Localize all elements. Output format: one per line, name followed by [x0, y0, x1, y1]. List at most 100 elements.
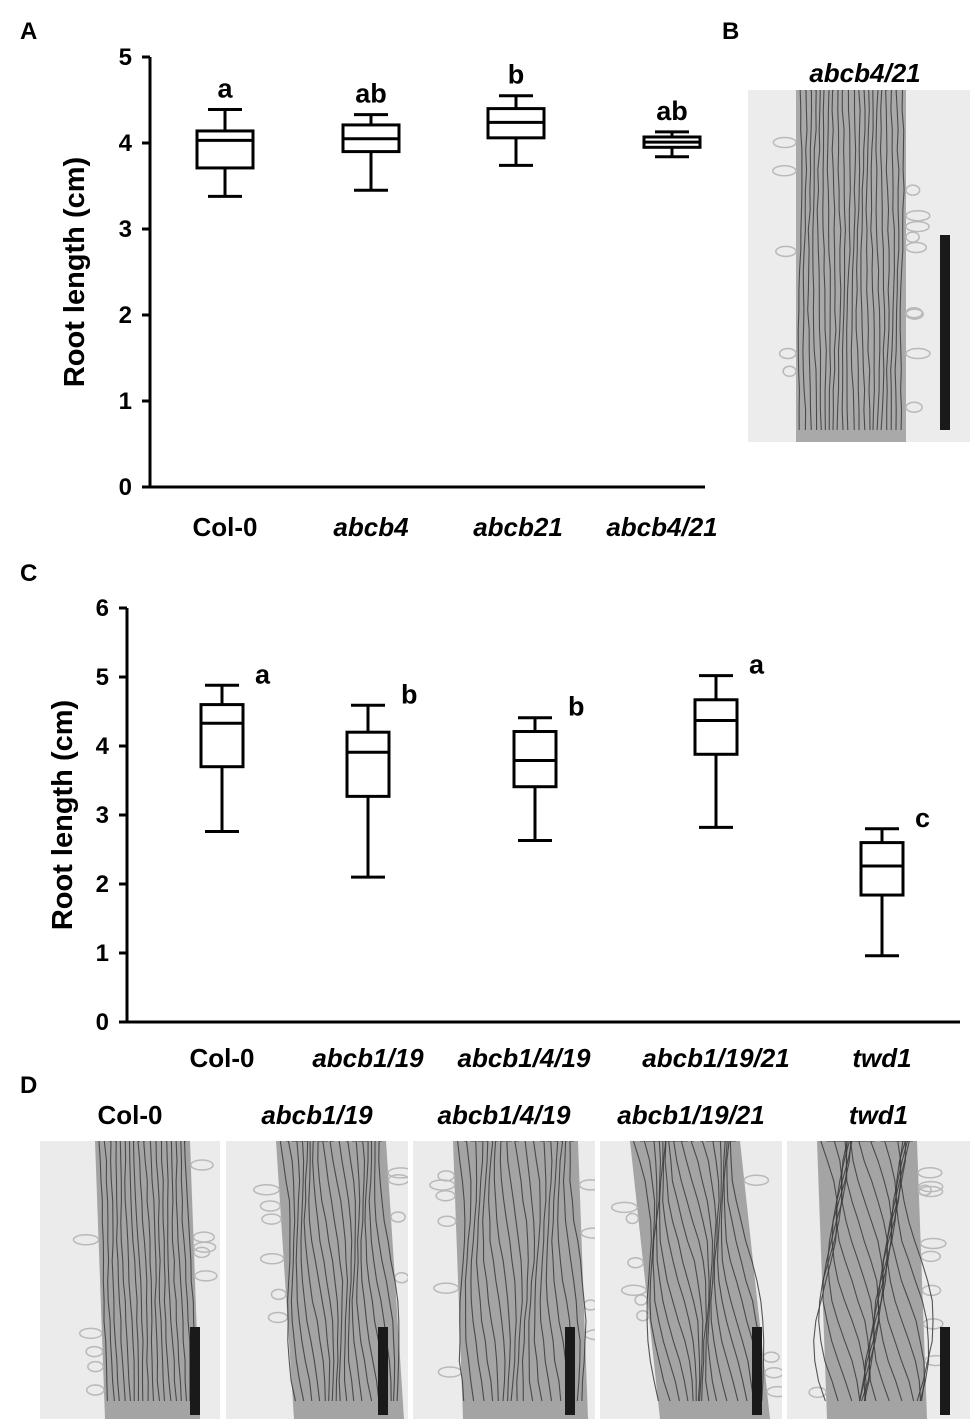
cell-file-line: [640, 1141, 671, 1402]
chart-c-box-1: [199, 683, 245, 834]
root-hair: [580, 1227, 595, 1239]
cell-file-line: [322, 1141, 344, 1402]
root-hair: [387, 1167, 408, 1179]
root-hair: [270, 1288, 287, 1301]
cell-file-line: [850, 90, 857, 431]
cell-file-line: [165, 1141, 178, 1402]
cell-file-line: [137, 1141, 149, 1402]
cell-file-line: [155, 1141, 166, 1402]
root-hair: [772, 136, 797, 149]
chart-a-box-3: [486, 94, 546, 167]
photo-d-label: abcb1/19/21: [617, 1100, 765, 1130]
cell-file-line: [292, 1141, 313, 1402]
chart-c-box-2: [345, 703, 391, 879]
root-hair: [905, 220, 930, 233]
root-tissue: [817, 1141, 927, 1419]
cell-file-line: [119, 1141, 132, 1402]
cell-file-line: [539, 1141, 553, 1402]
scale-bar: [940, 1327, 950, 1415]
root-hair: [917, 1180, 944, 1193]
cell-file-line: [475, 1141, 494, 1402]
photo-b-label: abcb4/21: [809, 58, 921, 88]
scale-bar: [752, 1327, 762, 1415]
root-hair: [782, 365, 797, 378]
cell-file-line: [729, 1141, 765, 1402]
cell-file-line: [562, 1141, 581, 1402]
cell-file-line: [875, 90, 881, 431]
chart-a-box-1: [195, 107, 255, 198]
chart-a-box-2: [341, 113, 401, 192]
root-hair: [905, 308, 924, 320]
cell-file-line: [312, 1141, 335, 1402]
cell-file-line: [103, 1141, 115, 1402]
root-hair: [905, 209, 931, 222]
cell-file-line: [551, 1141, 568, 1402]
cell-file-line: [545, 1141, 562, 1402]
root-hair: [919, 1237, 947, 1250]
cell-file-line: [114, 1141, 126, 1402]
cell-file-line: [646, 1141, 680, 1402]
cell-file-line: [865, 90, 871, 431]
cell-file-line: [463, 1141, 475, 1402]
root-hair: [775, 245, 797, 258]
chart-a-ytick-label: 5: [119, 44, 132, 71]
root-hair: [387, 1173, 408, 1186]
cell-file-line: [506, 1141, 523, 1402]
root-hair: [192, 1231, 215, 1243]
root-hair: [261, 1213, 282, 1225]
root-hair: [267, 1311, 289, 1324]
scale-bar: [378, 1327, 388, 1415]
cell-file-line: [109, 1141, 120, 1402]
chart-a-category-label: abcb21: [473, 512, 563, 542]
scale-bar: [940, 235, 950, 430]
root-hair: [437, 1215, 457, 1227]
cell-file-line: [841, 90, 846, 431]
chart-a-box-4: [642, 130, 702, 159]
cell-file-line: [870, 90, 875, 431]
chart-c-category-label: twd1: [852, 1043, 911, 1073]
cell-file-line: [180, 1141, 191, 1401]
cell-file-line: [470, 1141, 485, 1402]
root-hair: [766, 1385, 782, 1398]
chart-c-box-5: [859, 827, 905, 958]
chart-a-y-axis-title: Root length (cm): [59, 157, 91, 387]
cell-file-line: [706, 1141, 739, 1402]
cell-file-line: [802, 90, 808, 431]
root-hair: [905, 241, 928, 254]
chart-c-significance-letter: b: [401, 679, 418, 709]
cell-file-line: [882, 1141, 915, 1402]
cell-file-line: [827, 1141, 861, 1402]
chart-a-category-label: abcb4/21: [606, 512, 717, 542]
chart-c-ytick-label: 3: [96, 802, 109, 829]
root-hair: [435, 1189, 456, 1202]
cell-file-line: [822, 90, 827, 431]
cell-file-line: [358, 1141, 380, 1402]
cell-file-line: [652, 1141, 689, 1402]
root-hair: [772, 165, 797, 177]
cell-file-line: [124, 1141, 135, 1401]
cell-file-line: [499, 1141, 517, 1402]
chart-c-iqr-box: [859, 841, 905, 897]
cell-file-line: [826, 90, 832, 431]
cell-file-line: [524, 1141, 536, 1402]
root-hair: [253, 1183, 280, 1196]
cell-file-line: [712, 1141, 748, 1402]
chart-a-iqr-box: [195, 129, 255, 170]
cell-file-line: [818, 1141, 843, 1402]
cell-file-line: [329, 1141, 349, 1402]
cell-file-line: [569, 1141, 587, 1402]
panel-label-a: A: [20, 18, 38, 45]
root-hair: [743, 1174, 770, 1186]
root-hair: [905, 401, 923, 414]
cell-file-line: [673, 1141, 707, 1402]
chart-a-category-label: Col-0: [193, 512, 258, 542]
cell-file-line: [658, 1141, 694, 1402]
cell-file-line: [143, 1141, 155, 1402]
cell-file-line: [886, 1141, 922, 1402]
cell-file-line: [885, 90, 890, 430]
root-hair: [905, 231, 920, 243]
cell-file-line: [690, 1141, 718, 1402]
cell-file-line: [855, 90, 861, 430]
cell-file-line: [879, 90, 886, 431]
cell-file-line: [664, 1141, 701, 1402]
